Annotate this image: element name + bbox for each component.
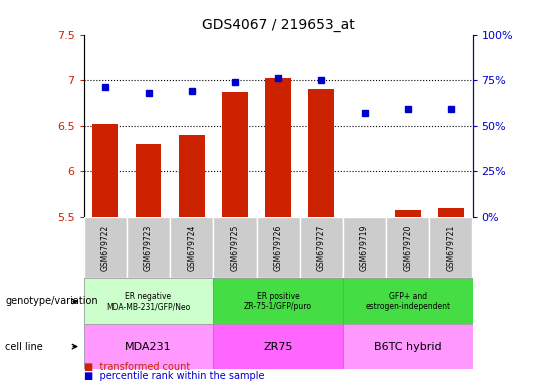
Bar xyxy=(84,324,213,369)
Text: GSM679722: GSM679722 xyxy=(101,225,110,271)
Bar xyxy=(265,78,291,217)
Text: ■  transformed count: ■ transformed count xyxy=(84,362,190,372)
Bar xyxy=(429,217,472,278)
Bar xyxy=(395,210,421,217)
Bar xyxy=(213,324,343,369)
Bar xyxy=(213,278,343,324)
Bar xyxy=(343,217,386,278)
Text: GSM679723: GSM679723 xyxy=(144,225,153,271)
Text: GSM679726: GSM679726 xyxy=(274,225,282,271)
Bar xyxy=(343,324,472,369)
Text: ZR75: ZR75 xyxy=(264,341,293,352)
Bar xyxy=(300,217,343,278)
Text: GSM679719: GSM679719 xyxy=(360,225,369,271)
Text: ER positive
ZR-75-1/GFP/puro: ER positive ZR-75-1/GFP/puro xyxy=(244,292,312,311)
Bar xyxy=(386,217,429,278)
Bar xyxy=(127,217,170,278)
Text: GSM679725: GSM679725 xyxy=(231,225,239,271)
Text: genotype/variation: genotype/variation xyxy=(5,296,98,306)
Bar xyxy=(222,92,248,217)
Bar xyxy=(92,124,118,217)
Text: B6TC hybrid: B6TC hybrid xyxy=(374,341,442,352)
Title: GDS4067 / 219653_at: GDS4067 / 219653_at xyxy=(202,18,354,32)
Text: GSM679727: GSM679727 xyxy=(317,225,326,271)
Bar xyxy=(343,278,472,324)
Bar xyxy=(136,144,161,217)
Text: GSM679724: GSM679724 xyxy=(187,225,196,271)
Bar xyxy=(213,217,256,278)
Text: GFP+ and
estrogen-independent: GFP+ and estrogen-independent xyxy=(365,292,450,311)
Text: GSM679721: GSM679721 xyxy=(447,225,455,271)
Text: ■  percentile rank within the sample: ■ percentile rank within the sample xyxy=(84,371,264,381)
Text: cell line: cell line xyxy=(5,341,43,352)
Bar xyxy=(179,135,205,217)
Bar xyxy=(308,89,334,217)
Text: GSM679720: GSM679720 xyxy=(403,225,412,271)
Bar xyxy=(84,217,127,278)
Bar xyxy=(438,208,464,217)
Bar xyxy=(256,217,300,278)
Text: ER negative
MDA-MB-231/GFP/Neo: ER negative MDA-MB-231/GFP/Neo xyxy=(106,292,191,311)
Text: MDA231: MDA231 xyxy=(125,341,172,352)
Bar xyxy=(170,217,213,278)
Bar xyxy=(84,278,213,324)
